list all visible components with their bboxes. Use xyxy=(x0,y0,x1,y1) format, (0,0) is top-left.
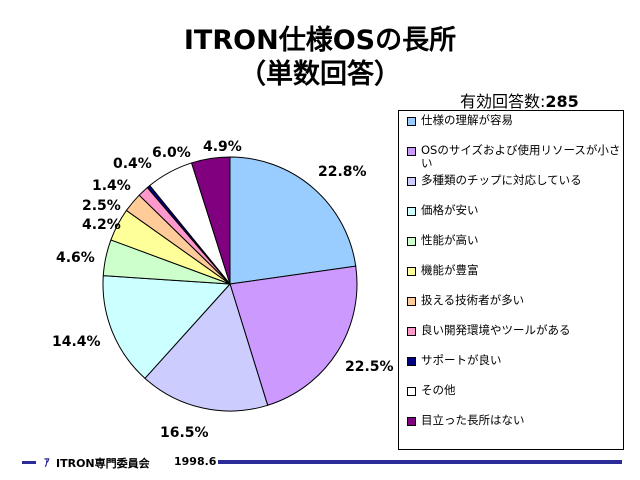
legend-swatch xyxy=(407,297,416,306)
legend-label: 扱える技術者が多い xyxy=(421,293,525,307)
legend-label: OSのサイズおよび使用リソースが小さい xyxy=(421,143,621,170)
pie-slice xyxy=(229,265,358,406)
legend-swatch xyxy=(407,327,416,336)
footer-date: 1998.6 xyxy=(174,455,217,468)
legend-label: その他 xyxy=(421,383,456,397)
response-count: 有効回答数:285 xyxy=(460,88,579,112)
slice-percent-label: 22.8% xyxy=(318,164,367,180)
slice-percent-label: 16.5% xyxy=(160,425,209,441)
footer-bar-left xyxy=(22,461,36,464)
legend-label: 良い開発環境やツールがある xyxy=(421,323,571,337)
legend-label: 目立った長所はない xyxy=(421,413,525,427)
legend-swatch xyxy=(407,207,416,216)
chart-subtitle: （単数回答） xyxy=(239,59,401,90)
response-count-label: 有効回答数: xyxy=(460,92,546,111)
footer-bar-right xyxy=(218,460,622,464)
legend-swatch xyxy=(407,357,416,366)
slice-percent-label: 2.5% xyxy=(82,198,121,214)
legend-swatch xyxy=(407,177,416,186)
pie-slice xyxy=(190,156,231,285)
itron-logo: ｱ xyxy=(44,456,50,469)
legend-label: 価格が安い xyxy=(421,203,479,217)
pie-slice xyxy=(102,275,232,380)
legend-swatch xyxy=(407,387,416,396)
legend-label: 性能が高い xyxy=(421,233,479,247)
slice-percent-label: 14.4% xyxy=(52,334,101,350)
response-count-value: 285 xyxy=(545,92,579,111)
legend-label: 機能が豊富 xyxy=(421,263,479,277)
legend-label: 多種類のチップに対応している xyxy=(421,173,582,187)
slice-percent-label: 1.4% xyxy=(92,178,131,194)
slice-percent-label: 4.6% xyxy=(56,250,95,266)
legend-swatch xyxy=(407,117,416,126)
legend-swatch xyxy=(407,267,416,276)
pie-slice xyxy=(144,283,269,412)
legend-label: 仕様の理解が容易 xyxy=(421,113,513,127)
chart-title: ITRON仕様OSの長所 xyxy=(183,25,457,56)
legend-swatch xyxy=(407,147,416,156)
slice-percent-label: 6.0% xyxy=(152,145,191,161)
legend-label: サポートが良い xyxy=(421,353,502,367)
pie-slice xyxy=(229,156,357,285)
slice-percent-label: 4.9% xyxy=(203,139,242,155)
legend: 仕様の理解が容易 OSのサイズおよび使用リソースが小さい多種類のチップに対応してい… xyxy=(398,110,624,450)
legend-swatch xyxy=(407,417,416,426)
slice-percent-label: 4.2% xyxy=(82,217,121,233)
footer: ｱ ITRON専門委員会 1998.6 xyxy=(0,454,640,470)
slice-percent-label: 22.5% xyxy=(345,359,394,375)
footer-organization: ITRON専門委員会 xyxy=(56,457,150,470)
legend-swatch xyxy=(407,237,416,246)
slice-percent-label: 0.4% xyxy=(113,156,152,172)
